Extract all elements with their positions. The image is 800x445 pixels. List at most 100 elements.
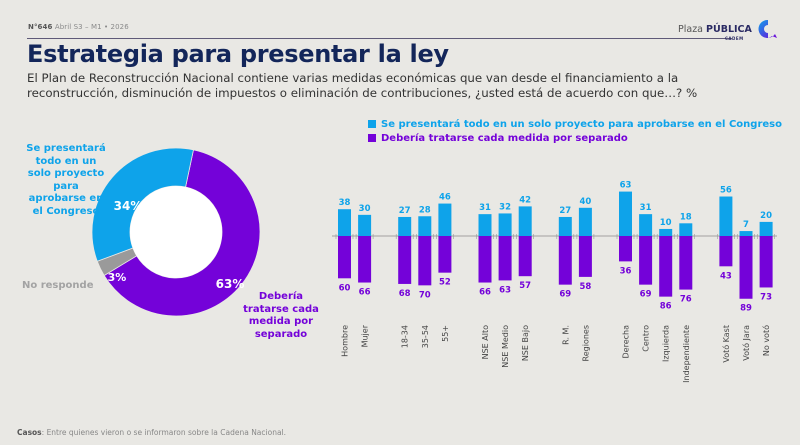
donut-label-purple-pct: 63%	[216, 277, 245, 291]
bar-blue-Independiente	[679, 223, 693, 236]
page-subtitle: El Plan de Reconstrucción Nacional conti…	[27, 71, 698, 100]
value-label-blue: 56	[720, 186, 732, 196]
bar-blue-NSE Bajo	[518, 206, 532, 236]
value-label-blue: 46	[439, 193, 451, 203]
category-label: Regiones	[581, 325, 590, 361]
issue-date: Abril S3 – M1 • 2026	[54, 23, 129, 31]
category-label: NSE Medio	[501, 325, 510, 368]
page-title: Estrategia para presentar la ley	[27, 40, 449, 68]
value-label-blue: 31	[479, 203, 491, 213]
bar-blue-Votó Jara	[739, 231, 753, 236]
donut-label-blue-pct: 34%	[114, 199, 143, 213]
category-label: Hombre	[341, 325, 350, 357]
legend-swatch-purple	[368, 134, 376, 142]
bar-purple-No votó	[759, 236, 773, 288]
bar-blue-Izquierda	[659, 228, 673, 236]
category-label: 55+	[441, 325, 450, 342]
bar-blue-Mujer	[358, 214, 372, 236]
value-label-blue: 10	[660, 218, 672, 228]
value-label-blue: 42	[519, 195, 531, 205]
value-label-purple: 69	[559, 290, 571, 300]
bar-purple-Izquierda	[659, 236, 673, 297]
bar-blue-Regiones	[578, 207, 592, 236]
value-label-purple: 76	[680, 295, 692, 305]
brand-sub: CADEM	[725, 36, 744, 41]
value-label-purple: 36	[620, 266, 632, 276]
footer-note: Casos: Entre quienes vieron o se informa…	[17, 428, 286, 437]
bar-purple-Derecha	[619, 236, 632, 262]
bar-blue-No votó	[759, 221, 773, 236]
bar-blue-R. M.	[558, 216, 572, 236]
value-label-blue: 38	[339, 198, 351, 208]
donut-outer-label-gray: No responde	[22, 280, 94, 291]
value-label-blue: 20	[760, 211, 772, 221]
category-label: Derecha	[622, 325, 631, 359]
donut-outer-label-blue: Se presentará todo en un solo proyecto p…	[26, 143, 106, 217]
legend-item-blue: Se presentará todo en un solo proyecto p…	[368, 117, 782, 131]
value-label-purple: 66	[359, 288, 371, 298]
value-label-blue: 7	[743, 220, 749, 230]
bar-blue-NSE Alto	[478, 214, 492, 236]
donut-slice-blue	[91, 147, 194, 262]
value-label-purple: 86	[660, 302, 672, 312]
bar-blue-NSE Medio	[498, 213, 512, 236]
category-label: NSE Bajo	[521, 325, 530, 361]
value-label-purple: 57	[519, 281, 531, 291]
value-label-purple: 58	[579, 282, 591, 292]
bar-chart-legend: Se presentará todo en un solo proyecto p…	[368, 117, 782, 145]
value-label-purple: 66	[479, 288, 491, 298]
bar-blue-Derecha	[619, 191, 632, 236]
value-label-blue: 28	[419, 205, 431, 215]
value-label-blue: 18	[680, 212, 692, 222]
brand-name-light: Plaza	[678, 24, 703, 35]
value-label-purple: 70	[419, 290, 431, 300]
header-divider	[27, 38, 732, 39]
category-label: R. M.	[561, 325, 570, 345]
bar-purple-Regiones	[578, 236, 592, 277]
value-label-purple: 52	[439, 278, 451, 288]
value-label-blue: 31	[640, 203, 652, 213]
bar-blue-Hombre	[338, 209, 351, 236]
footer-text: : Entre quienes vieron o se informaron s…	[41, 428, 287, 437]
category-label: NSE Alto	[481, 325, 490, 359]
value-label-purple: 43	[720, 271, 732, 281]
issue-info: N°646 Abril S3 – M1 • 2026	[28, 23, 129, 31]
value-label-purple: 60	[339, 283, 351, 293]
bar-purple-Votó Jara	[739, 236, 753, 299]
value-label-blue: 27	[559, 206, 571, 216]
legend-item-purple: Debería tratarse cada medida por separad…	[368, 131, 782, 145]
legend-label-blue: Se presentará todo en un solo proyecto p…	[381, 118, 782, 130]
donut-hole	[130, 186, 222, 278]
value-label-blue: 63	[620, 181, 632, 191]
issue-number: N°646	[28, 23, 53, 31]
value-label-blue: 27	[399, 206, 411, 216]
category-label: No votó	[761, 325, 771, 356]
category-label: Izquierda	[662, 325, 671, 362]
bar-purple-Hombre	[338, 236, 351, 279]
bar-blue-35-54	[418, 216, 432, 236]
category-label: Centro	[642, 325, 651, 352]
footer-label: Casos	[17, 428, 42, 437]
value-label-purple: 63	[499, 285, 511, 295]
category-label: Independiente	[682, 325, 691, 383]
bar-blue-55+	[438, 203, 452, 236]
plaza-publica-logo-icon	[758, 19, 777, 38]
category-label: 35-54	[421, 325, 430, 348]
bar-purple-55+	[438, 236, 452, 273]
category-label: Votó Jara	[741, 325, 751, 361]
donut-label-gray-pct: 3%	[108, 271, 127, 284]
value-label-purple: 73	[760, 292, 772, 302]
bar-purple-18-34	[398, 236, 412, 284]
bar-purple-Mujer	[358, 236, 372, 283]
category-label: 18-34	[401, 325, 410, 348]
bar-purple-Votó Kast	[719, 236, 733, 267]
value-label-purple: 89	[740, 304, 752, 314]
value-label-blue: 30	[359, 204, 371, 214]
bar-blue-Votó Kast	[719, 196, 733, 236]
bar-purple-Centro	[639, 236, 653, 285]
value-label-blue: 32	[499, 202, 511, 212]
donut-outer-label-purple: Debería tratarse cada medida por separad…	[243, 291, 319, 340]
legend-label-purple: Debería tratarse cada medida por separad…	[381, 132, 628, 144]
